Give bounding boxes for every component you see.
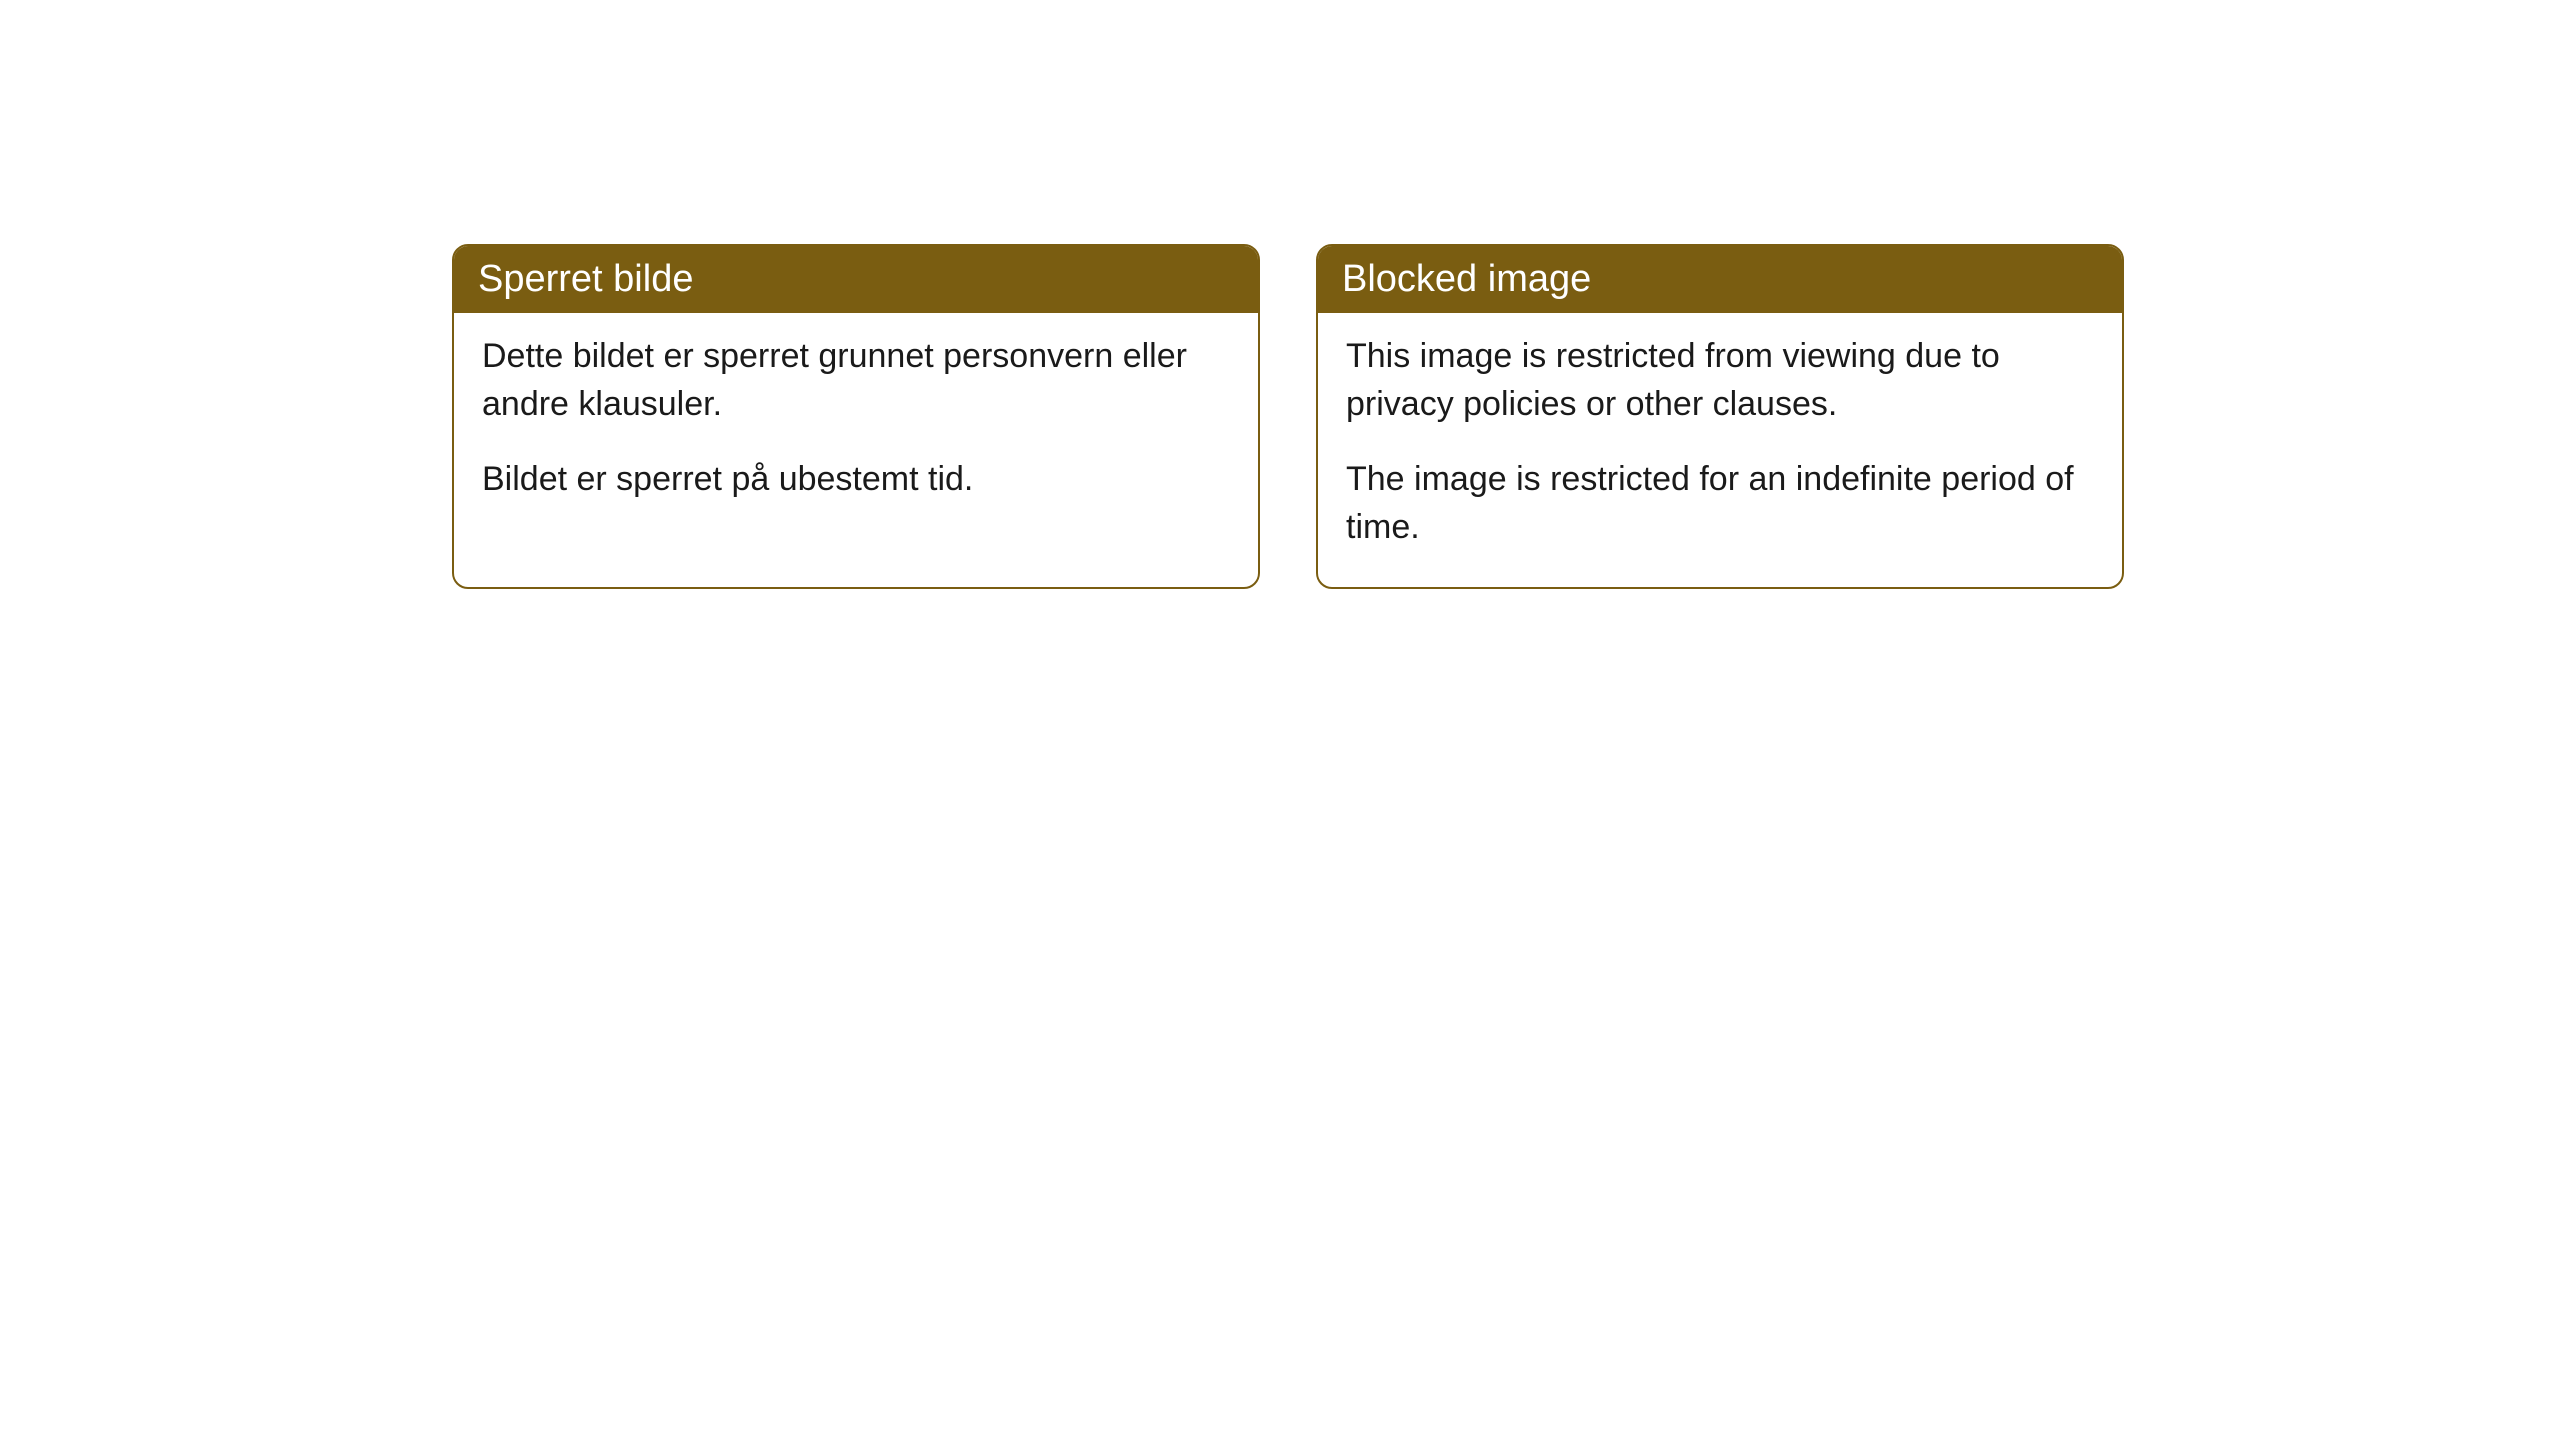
card-paragraph-norwegian-1: Dette bildet er sperret grunnet personve…: [482, 333, 1230, 428]
card-body-norwegian: Dette bildet er sperret grunnet personve…: [454, 313, 1258, 540]
card-title-english: Blocked image: [1342, 258, 1591, 300]
card-title-norwegian: Sperret bilde: [478, 258, 693, 300]
card-paragraph-english-2: The image is restricted for an indefinit…: [1346, 456, 2094, 551]
card-blocked-english: Blocked image This image is restricted f…: [1316, 244, 2124, 589]
card-header-norwegian: Sperret bilde: [454, 246, 1258, 313]
cards-container: Sperret bilde Dette bildet er sperret gr…: [452, 244, 2124, 589]
card-header-english: Blocked image: [1318, 246, 2122, 313]
card-blocked-norwegian: Sperret bilde Dette bildet er sperret gr…: [452, 244, 1260, 589]
card-body-english: This image is restricted from viewing du…: [1318, 313, 2122, 587]
card-paragraph-english-1: This image is restricted from viewing du…: [1346, 333, 2094, 428]
card-paragraph-norwegian-2: Bildet er sperret på ubestemt tid.: [482, 456, 1230, 504]
